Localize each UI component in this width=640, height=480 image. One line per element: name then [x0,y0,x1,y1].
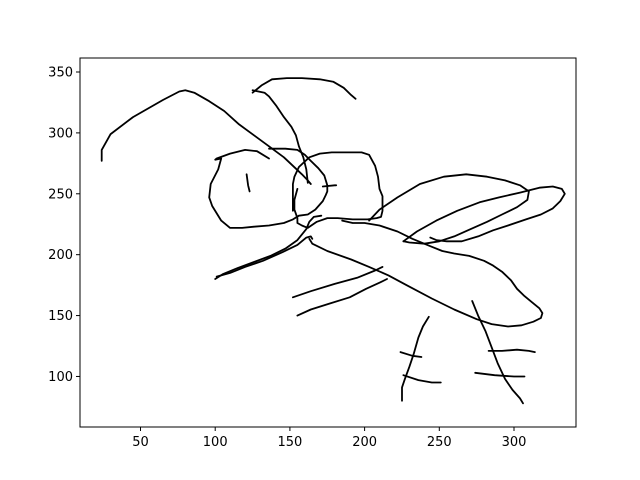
series-line-20 [487,348,536,354]
axes-frame [79,57,577,428]
y-tick-label: 150 [48,309,73,324]
series-line-3 [251,77,357,100]
y-axis: 100 150 200 250 300 350 [48,66,80,385]
y-tick-label: 100 [48,370,73,385]
series-line-1 [100,89,312,185]
series-line-15 [401,315,430,402]
series-line-6 [321,184,338,188]
x-tick-label: 300 [502,435,527,450]
series-line-7 [291,151,384,229]
x-tick-label: 250 [427,435,452,450]
series-line-14 [296,278,388,317]
series-line-2 [251,89,309,184]
x-tick-label: 200 [352,435,377,450]
y-tick-label: 250 [48,187,73,202]
y-tick-label: 300 [48,126,73,141]
x-tick-label: 150 [277,435,302,450]
series-line-13 [291,265,384,299]
series-line-17 [399,351,423,358]
plot-strokes [100,77,566,405]
series-line-4 [208,147,329,229]
x-tick-label: 100 [203,435,228,450]
x-tick-label: 50 [132,435,149,450]
y-tick-label: 350 [48,66,73,81]
x-axis: 50 100 150 200 250 300 [132,427,526,450]
series-line-9 [215,235,314,278]
series-line-8 [214,214,323,280]
series-line-19 [474,371,526,378]
y-tick-label: 200 [48,248,73,263]
series-line-16 [471,300,524,405]
series-line-18 [402,374,442,384]
series-line-12 [402,185,566,243]
series-line-10 [308,219,544,328]
series-line-5 [245,173,251,193]
